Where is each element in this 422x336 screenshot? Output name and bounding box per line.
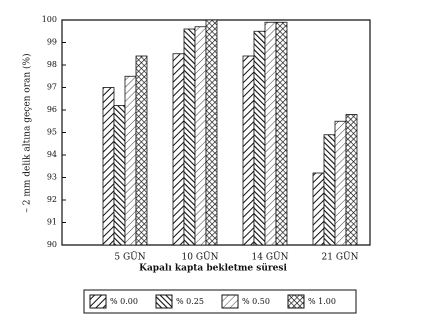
- bar: [135, 55, 148, 246]
- bar: [194, 26, 207, 246]
- y-tick-label: 97: [47, 83, 57, 92]
- y-tick-label: 98: [47, 60, 57, 69]
- y-tick-label: 100: [42, 15, 57, 24]
- bar: [345, 114, 358, 246]
- bar: [264, 21, 277, 246]
- axis: [61, 19, 371, 246]
- bar: [124, 75, 137, 246]
- x-tick-label: 5 GÜN: [114, 251, 145, 263]
- x-tick-label: 10 GÜN: [182, 251, 219, 263]
- bar: [205, 19, 218, 246]
- y-tick-label: 92: [47, 195, 57, 204]
- legend-label: % 0.50: [242, 297, 270, 306]
- bar: [323, 134, 336, 246]
- bar: [113, 105, 126, 246]
- bar: [172, 53, 185, 246]
- y-axis-title: – 2 mm delik altına geçen oran (%): [22, 53, 33, 212]
- bar: [334, 120, 347, 246]
- x-tick-label: 21 GÜN: [322, 251, 359, 263]
- bar: [312, 172, 325, 246]
- bar: [253, 30, 266, 246]
- y-tick-label: 96: [47, 105, 57, 114]
- x-axis-title: Kapalı kapta bekletme süresi: [139, 263, 287, 274]
- legend-label: % 0.00: [110, 297, 138, 306]
- bar: [183, 28, 196, 246]
- y-tick-label: 90: [47, 240, 57, 249]
- legend-swatch: [221, 294, 239, 309]
- legend-label: % 1.00: [308, 297, 336, 306]
- bar: [102, 87, 115, 246]
- legend-swatch: [287, 294, 305, 309]
- y-tick-label: 91: [47, 218, 57, 227]
- y-tick-label: 95: [47, 128, 57, 137]
- legend-label: % 0.25: [176, 297, 204, 306]
- bar: [242, 55, 255, 246]
- bar: [275, 21, 288, 246]
- x-tick-label: 14 GÜN: [252, 251, 289, 263]
- y-tick-label: 93: [47, 173, 57, 182]
- legend-swatch: [155, 294, 173, 309]
- legend-box: [83, 289, 357, 314]
- y-tick-label: 94: [47, 150, 57, 159]
- legend-swatch: [89, 294, 107, 309]
- y-tick-label: 99: [47, 38, 57, 47]
